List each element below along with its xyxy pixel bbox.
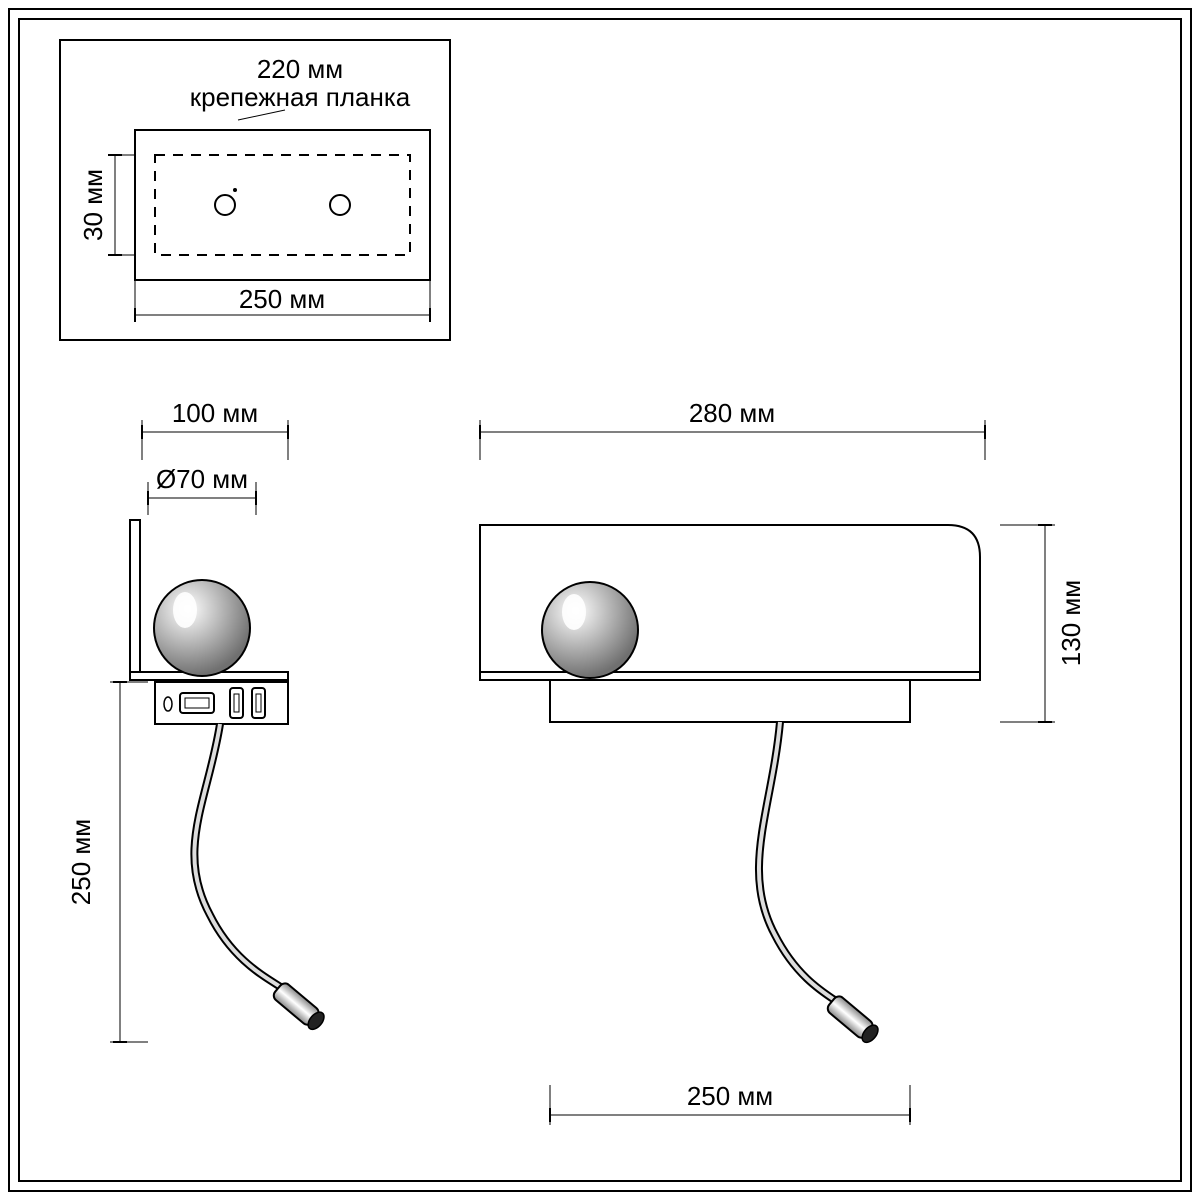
dim-plate-h: 30 мм bbox=[78, 169, 108, 241]
front-view: 280 мм 130 мм bbox=[480, 398, 1086, 1125]
dim-front-top: 280 мм bbox=[689, 398, 775, 428]
inner-frame: 220 мм крепежная планка 30 мм bbox=[18, 18, 1182, 1182]
dim-front-bottom: 250 мм bbox=[687, 1081, 773, 1111]
dim-side-top: 100 мм bbox=[172, 398, 258, 428]
dim-bracket-w: 220 мм bbox=[257, 54, 343, 84]
dim-front-h: 130 мм bbox=[1056, 580, 1086, 666]
side-view: 100 мм Ø70 мм bbox=[66, 398, 327, 1042]
dim-plate-w: 250 мм bbox=[239, 284, 325, 314]
mounting-label: крепежная планка bbox=[190, 82, 411, 112]
mounting-inset: 220 мм крепежная планка 30 мм bbox=[60, 40, 450, 340]
dim-bulb-dia: Ø70 мм bbox=[156, 464, 248, 494]
dim-side-height: 250 мм bbox=[66, 819, 96, 905]
